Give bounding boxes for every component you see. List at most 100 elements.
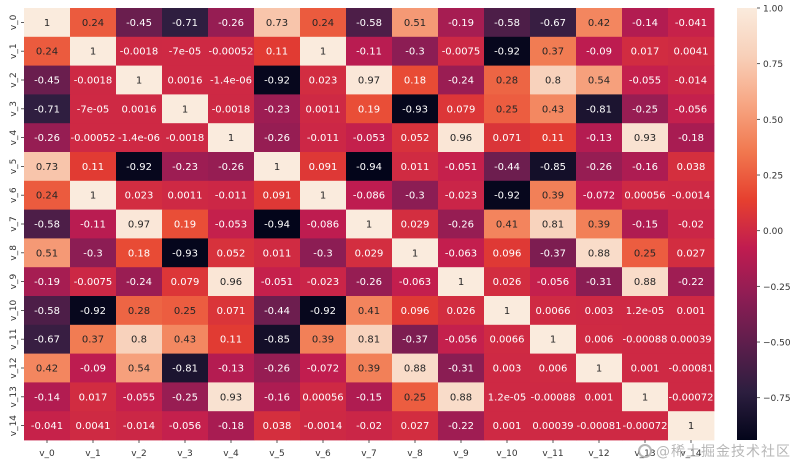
heatmap-cell-v_2-v_4 <box>208 65 255 95</box>
cell-label-v_9-v_4: 0.96 <box>220 277 242 288</box>
heatmap-cell-v_11-v_1 <box>70 324 117 354</box>
heatmap-cell-v_5-v_12 <box>576 152 623 182</box>
heatmap-cell-v_14-v_7 <box>346 411 393 441</box>
cell-label-v_11-v_11: 1 <box>550 335 556 346</box>
cell-label-v_3-v_7: 0.19 <box>358 104 380 115</box>
cell-label-v_14-v_0: -0.041 <box>31 421 63 432</box>
y-tick-label: v_6 <box>9 187 19 203</box>
heatmap-cell-v_3-v_2 <box>116 94 163 124</box>
cell-label-v_12-v_1: -0.09 <box>80 364 106 375</box>
heatmap-cell-v_4-v_9 <box>438 123 485 153</box>
heatmap-cell-v_1-v_8 <box>392 36 439 66</box>
heatmap-cell-v_5-v_7 <box>346 152 393 182</box>
cell-label-v_14-v_6: -0.0014 <box>304 421 343 432</box>
heatmap-cell-v_10-v_1 <box>70 296 117 326</box>
cell-label-v_4-v_2: -1.4e-06 <box>118 133 160 144</box>
cell-label-v_2-v_8: 0.18 <box>404 76 426 87</box>
heatmap-cell-v_0-v_13 <box>622 8 669 38</box>
heatmap-cells: 1 0.24 -0.45 -0.71 -0.26 0.73 0.24 -0.58 0.51 -0.… <box>24 8 715 441</box>
cell-label-v_10-v_0: -0.58 <box>34 306 60 317</box>
cell-label-v_10-v_4: 0.071 <box>217 306 246 317</box>
cell-label-v_4-v_1: -0.00052 <box>71 133 116 144</box>
cell-label-v_8-v_0: 0.51 <box>36 248 58 259</box>
heatmap-cell-v_1-v_1 <box>70 36 117 66</box>
heatmap-cell-v_9-v_1 <box>70 267 117 297</box>
heatmap-cell-v_2-v_3 <box>162 65 209 95</box>
heatmap-cell-v_11-v_12 <box>576 324 623 354</box>
cell-label-v_4-v_3: -0.0018 <box>166 133 205 144</box>
heatmap-cell-v_6-v_14 <box>668 180 715 210</box>
cell-label-v_7-v_11: 0.81 <box>542 220 564 231</box>
heatmap-cell-v_12-v_1 <box>70 353 117 383</box>
heatmap-cell-v_6-v_13 <box>622 180 669 210</box>
colorbar-tick-label: −0.75 <box>763 394 791 404</box>
cell-label-v_10-v_3: 0.25 <box>174 306 196 317</box>
heatmap-cell-v_13-v_3 <box>162 382 209 412</box>
cell-label-v_0-v_4: -0.26 <box>218 18 244 29</box>
heatmap-cell-v_5-v_3 <box>162 152 209 182</box>
cell-label-v_7-v_13: -0.15 <box>632 220 658 231</box>
x-tick-label: v_3 <box>177 449 193 459</box>
cell-label-v_0-v_12: 0.42 <box>588 18 610 29</box>
x-tick-label: v_5 <box>269 449 285 459</box>
cell-label-v_13-v_10: 1.2e-05 <box>488 392 526 403</box>
heatmap-cell-v_2-v_5 <box>254 65 301 95</box>
cell-label-v_9-v_14: -0.22 <box>678 277 704 288</box>
heatmap-cell-v_14-v_1 <box>70 411 117 441</box>
cell-label-v_4-v_7: -0.053 <box>353 133 385 144</box>
heatmap-cell-v_12-v_4 <box>208 353 255 383</box>
cell-label-v_12-v_2: 0.54 <box>128 364 150 375</box>
cell-label-v_7-v_14: -0.02 <box>678 220 704 231</box>
cell-label-v_5-v_13: -0.16 <box>632 162 658 173</box>
heatmap-cell-v_3-v_14 <box>668 94 715 124</box>
heatmap-cell-v_2-v_7 <box>346 65 393 95</box>
cell-label-v_3-v_8: -0.93 <box>402 104 428 115</box>
cell-label-v_12-v_7: 0.39 <box>358 364 380 375</box>
heatmap-cell-v_9-v_7 <box>346 267 393 297</box>
cell-label-v_3-v_11: 0.43 <box>542 104 564 115</box>
heatmap-cell-v_6-v_8 <box>392 180 439 210</box>
heatmap-cell-v_0-v_9 <box>438 8 485 38</box>
heatmap-cell-v_12-v_2 <box>116 353 163 383</box>
cell-label-v_1-v_10: -0.92 <box>494 47 520 58</box>
cell-label-v_14-v_11: 0.00039 <box>532 421 573 432</box>
cell-label-v_10-v_5: -0.44 <box>264 306 290 317</box>
heatmap-cell-v_6-v_3 <box>162 180 209 210</box>
y-tick-label: v_2 <box>9 72 19 88</box>
heatmap-cell-v_1-v_6 <box>300 36 347 66</box>
cell-label-v_5-v_14: 0.038 <box>677 162 706 173</box>
cell-label-v_7-v_8: 0.029 <box>401 220 430 231</box>
heatmap-cell-v_13-v_9 <box>438 382 485 412</box>
heatmap-cell-v_10-v_12 <box>576 296 623 326</box>
heatmap-cell-v_13-v_11 <box>530 382 577 412</box>
cell-label-v_10-v_13: 1.2e-05 <box>626 306 664 317</box>
heatmap-cell-v_0-v_3 <box>162 8 209 38</box>
heatmap-cell-v_7-v_13 <box>622 209 669 239</box>
cell-label-v_9-v_1: -0.0075 <box>74 277 113 288</box>
heatmap-cell-v_9-v_2 <box>116 267 163 297</box>
cell-label-v_4-v_9: 0.96 <box>450 133 472 144</box>
heatmap-cell-v_11-v_4 <box>208 324 255 354</box>
cell-label-v_2-v_7: 0.97 <box>358 76 380 87</box>
cell-label-v_13-v_5: -0.16 <box>264 392 290 403</box>
cell-label-v_2-v_3: 0.0016 <box>168 76 203 87</box>
cell-label-v_10-v_9: 0.026 <box>447 306 476 317</box>
cell-label-v_12-v_11: 0.006 <box>539 364 568 375</box>
heatmap-cell-v_4-v_13 <box>622 123 669 153</box>
cell-label-v_9-v_10: 0.026 <box>493 277 522 288</box>
cell-label-v_0-v_0: 1 <box>44 18 50 29</box>
x-tick-label: v_2 <box>131 449 147 459</box>
heatmap-cell-v_0-v_8 <box>392 8 439 38</box>
cell-label-v_12-v_14: -0.00081 <box>669 364 714 375</box>
heatmap-cell-v_0-v_0 <box>24 8 71 38</box>
cell-label-v_1-v_11: 0.37 <box>542 47 564 58</box>
cell-label-v_14-v_9: -0.22 <box>448 421 474 432</box>
cell-label-v_9-v_6: -0.023 <box>307 277 339 288</box>
heatmap-cell-v_3-v_5 <box>254 94 301 124</box>
heatmap-cell-v_11-v_9 <box>438 324 485 354</box>
cell-label-v_10-v_12: 0.003 <box>585 306 614 317</box>
cell-label-v_14-v_12: -0.00081 <box>577 421 622 432</box>
y-axis-ticks: v_0 v_1 v_2 v_3 v_4 v_5 v_6 v_7 v_8 v_9 v_10 v_11 v_… <box>9 14 24 436</box>
heatmap-cell-v_8-v_12 <box>576 238 623 268</box>
heatmap-cell-v_8-v_2 <box>116 238 163 268</box>
